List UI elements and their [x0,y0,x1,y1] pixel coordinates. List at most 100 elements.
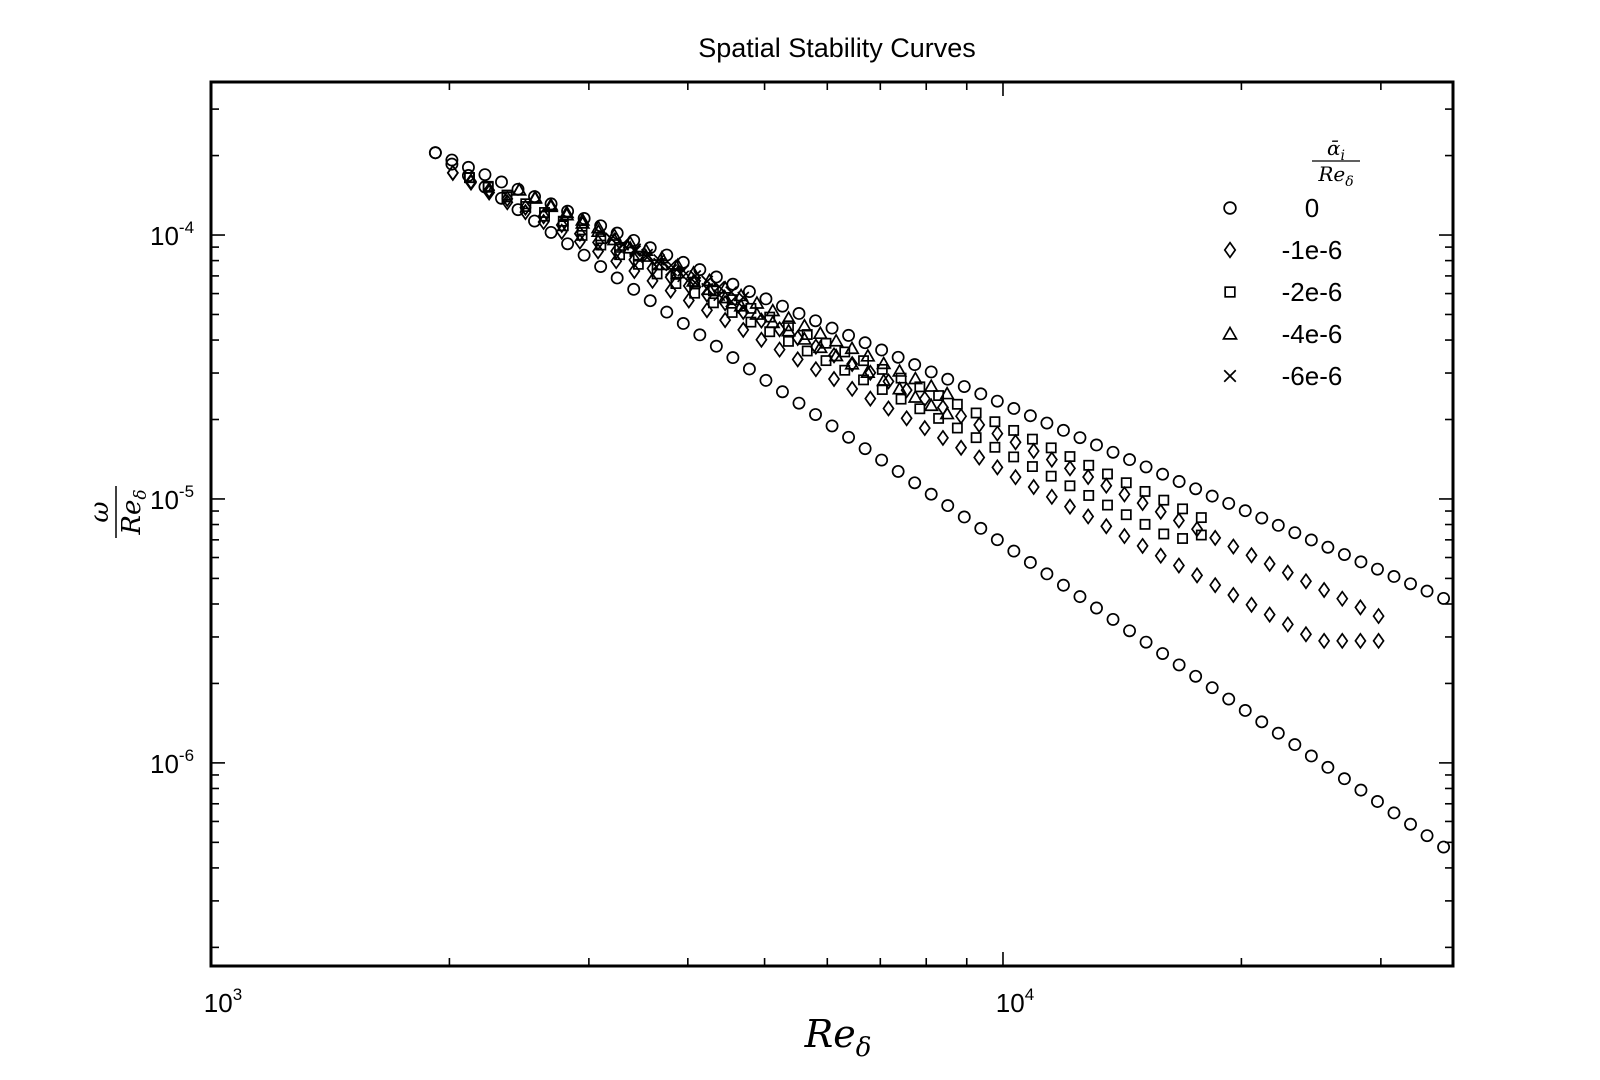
data-point-square [595,233,607,245]
data-point-circle [1437,591,1451,605]
data-point-diamond [1336,632,1349,650]
data-point-circle [577,248,591,262]
data-point-circle [1090,438,1103,452]
data-point-diamond [773,341,786,359]
data-point-circle [858,336,872,350]
data-point-circle [759,292,773,306]
data-point-circle [1023,556,1037,569]
data-point-square [670,278,682,290]
data-point-circle [1271,518,1285,532]
data-point-square [1008,424,1020,436]
y-tick-label: 10-6 [150,746,194,779]
legend-marker-cross [1223,369,1237,383]
legend-label: -2e-6 [1282,277,1343,307]
data-point-circle [957,510,971,524]
data-point-triangle [812,339,828,354]
data-point-diamond [1191,566,1204,584]
data-point-circle [1139,460,1153,474]
data-point-diamond [1372,607,1385,625]
data-point-triangle [543,198,559,213]
data-point-diamond [1263,555,1276,573]
y-tick-labels: 10-6 10-5 10-4 [150,218,194,779]
data-point-diamond [1172,557,1185,574]
data-point-square [1158,494,1170,506]
x-tick-label: 104 [996,985,1034,1018]
data-point-diamond [1154,503,1167,521]
data-point-diamond [1227,538,1240,556]
data-point-cross [641,251,654,264]
data-point-square [1139,485,1151,497]
data-point-diamond [1045,488,1058,506]
data-point-diamond [918,419,931,437]
data-point-diamond [973,416,986,434]
data-point-circle [792,307,806,320]
data-point-circle [676,317,690,330]
data-point-circle [924,487,938,501]
y-axis-label: ω Reδ [85,486,151,538]
data-point-diamond [1299,572,1313,590]
data-point-circle [1255,511,1269,525]
data-point-circle [643,294,657,308]
data-point-cross [713,289,726,302]
data-point-circle [1337,548,1351,562]
data-point-triangle [939,386,955,400]
data-point-triangle [590,219,607,234]
data-point-triangle [670,257,686,272]
data-point-triangle [559,204,575,219]
data-point-triangle [796,331,813,345]
data-point-diamond [827,370,841,388]
svg-text:Reδ: Reδ [1317,162,1353,190]
data-point-circle [1156,647,1170,660]
data-point-circle [792,396,806,410]
data-point-circle [742,362,756,376]
data-point-square [951,422,963,434]
data-point-square [801,345,813,357]
data-point-square [839,364,851,376]
data-point-triangle [511,182,527,196]
data-point-circle [924,365,938,379]
data-point-diamond [809,360,822,378]
x-tick-label: 103 [204,985,242,1018]
legend-label: 0 [1305,193,1319,223]
data-point-triangle [574,215,591,229]
data-point-circle [511,203,525,217]
data-point-circle [561,237,575,251]
data-point-diamond [1136,537,1149,555]
data-point-square [689,287,701,299]
data-point-diamond [864,364,877,382]
data-point-circle [842,430,856,444]
data-point-circle [1189,669,1203,683]
data-point-square [989,441,1001,453]
data-point-diamond [864,390,877,408]
data-point-circle [974,521,988,535]
data-point-circle [1255,715,1269,729]
data-point-square [501,191,513,203]
data-point-square [1120,509,1132,521]
data-point-diamond [1100,517,1113,535]
data-point-cross [604,232,618,245]
data-point-circle [1271,726,1285,740]
data-point-circle [1420,829,1434,843]
data-point-circle [891,350,905,364]
legend-label: -1e-6 [1282,235,1343,265]
data-point-circle [809,314,822,328]
data-point-square [1102,468,1113,480]
data-point-circle [1156,467,1170,481]
data-point-diamond [1372,632,1385,650]
y-tick-label: 10-5 [150,482,194,515]
data-point-square [895,372,907,384]
data-point-diamond [1154,547,1167,565]
data-point-circle [478,168,492,182]
data-point-diamond [1045,451,1058,469]
data-point-circle [1073,590,1087,604]
data-point-cross [701,282,714,296]
data-point-cross [629,243,642,256]
data-point-circle [825,419,839,433]
data-point-diamond [1209,576,1222,594]
svg-text:Reδ: Reδ [117,489,151,535]
y-tick-label: 10-4 [150,218,194,251]
data-point-diamond [1172,512,1185,529]
data-point-circle [1354,555,1368,569]
data-point-circle [974,387,988,401]
data-point-cross [725,286,738,299]
